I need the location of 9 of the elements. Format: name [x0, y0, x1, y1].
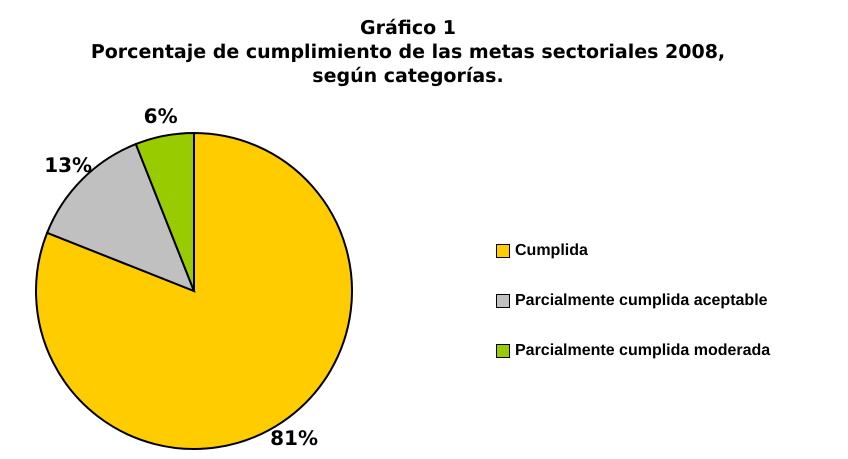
legend-label: Parcialmente cumplida aceptable [515, 292, 768, 310]
chart-title: Gráfico 1 [358, 16, 458, 40]
data-label: 81% [270, 426, 318, 450]
pie-slice [35, 132, 353, 450]
legend-label: Parcialmente cumplida moderada [515, 342, 770, 360]
legend-label: Cumplida [515, 242, 588, 260]
data-label: 13% [44, 153, 92, 178]
data-label: 6% [144, 104, 178, 128]
chart-subtitle: Porcentaje de cumplimiento de las metas sectoriales 2008, según categorías. [90, 40, 726, 88]
